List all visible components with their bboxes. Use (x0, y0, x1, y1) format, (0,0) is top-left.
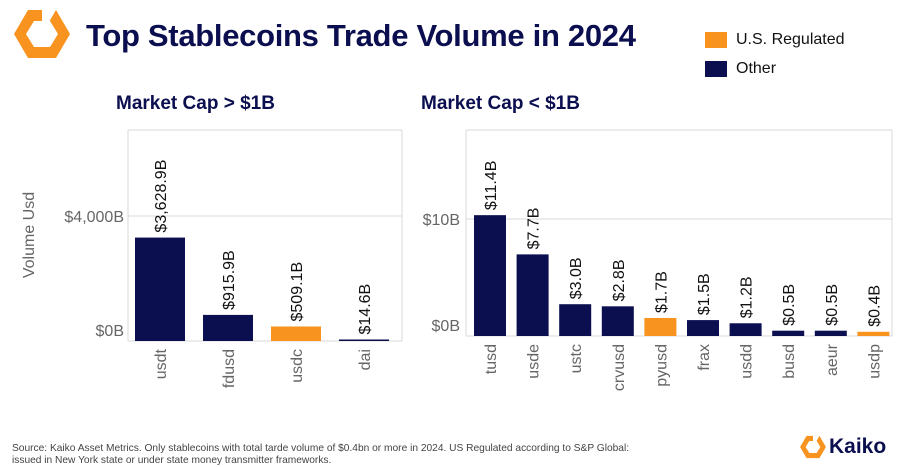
bar-usdp (857, 331, 890, 336)
x-tick-label-pyusd: pyusd (653, 344, 670, 387)
x-tick-label-frax: frax (696, 344, 713, 371)
x-tick-label-usdp: usdp (866, 344, 883, 379)
brand-footer: Kaiko (800, 435, 886, 459)
legend-item-regulated: U.S. Regulated (705, 31, 845, 49)
bar-dai (339, 339, 389, 341)
legend-swatch-other (705, 61, 727, 77)
bar-tusd (474, 215, 506, 336)
bar-aeur (814, 330, 847, 336)
bar-fdusd (203, 314, 253, 341)
source-line-1: Source: Kaiko Asset Metrics. Only stable… (12, 443, 630, 454)
kaiko-logo-icon (14, 10, 70, 58)
kaiko-logo-icon (800, 435, 826, 459)
data-label-usdp: $0.4B (866, 285, 883, 327)
y-tick-label: $0B (96, 323, 124, 340)
bar-usdd (729, 323, 762, 336)
x-tick-label-usde: usde (526, 344, 543, 379)
bar-ustc (559, 304, 592, 336)
data-label-busd: $0.5B (781, 284, 798, 326)
source-footnote: Source: Kaiko Asset Metrics. Only stable… (12, 443, 772, 467)
data-label-usdd: $1.2B (739, 276, 756, 318)
x-tick-label-usdt: usdt (153, 348, 170, 379)
data-label-fdusd: $915.9B (221, 250, 238, 310)
x-tick-label-crvusd: crvusd (611, 344, 628, 391)
legend-label-regulated: U.S. Regulated (736, 31, 845, 48)
data-label-pyusd: $1.7B (653, 271, 670, 313)
bar-crvusd (601, 306, 634, 336)
brand-name: Kaiko (829, 435, 887, 458)
bar-usde (516, 254, 549, 336)
data-label-ustc: $3.0B (568, 257, 585, 299)
data-label-dai: $14.6B (357, 284, 374, 335)
data-label-usde: $7.7B (526, 208, 543, 250)
data-label-usdt: $3,628.9B (153, 160, 170, 233)
legend-swatch-regulated (705, 32, 727, 48)
data-label-crvusd: $2.8B (611, 260, 628, 302)
legend-item-other: Other (705, 60, 776, 78)
x-tick-label-ustc: ustc (568, 344, 585, 373)
bar-frax (687, 320, 719, 336)
bar-pyusd (644, 317, 677, 336)
bar-usdc (271, 326, 321, 341)
data-label-aeur: $0.5B (824, 284, 841, 326)
source-line-2: issued in New York state or under state … (12, 455, 332, 466)
x-tick-label-usdd: usdd (739, 344, 756, 379)
bar-busd (772, 330, 805, 336)
x-tick-label-fdusd: fdusd (221, 349, 238, 388)
y-axis-title: Volume Usd (21, 192, 38, 278)
x-tick-label-busd: busd (781, 344, 798, 379)
bar-usdt (135, 237, 185, 341)
chart-title-large-cap: Market Cap > $1B (116, 93, 275, 114)
x-tick-label-tusd: tusd (483, 344, 500, 374)
x-tick-label-usdc: usdc (289, 349, 306, 383)
legend-label-other: Other (736, 60, 777, 77)
page-title: Top Stablecoins Trade Volume in 2024 (86, 18, 636, 53)
data-label-tusd: $11.4B (483, 161, 500, 211)
data-label-usdc: $509.1B (289, 262, 306, 322)
y-tick-label: $0B (432, 318, 460, 335)
y-tick-label: $10B (423, 212, 460, 229)
x-tick-label-aeur: aeur (824, 343, 841, 376)
x-tick-label-dai: dai (357, 349, 374, 370)
data-label-frax: $1.5B (696, 273, 713, 315)
chart-title-small-cap: Market Cap < $1B (421, 93, 580, 114)
y-tick-label: $4,000B (64, 209, 124, 226)
